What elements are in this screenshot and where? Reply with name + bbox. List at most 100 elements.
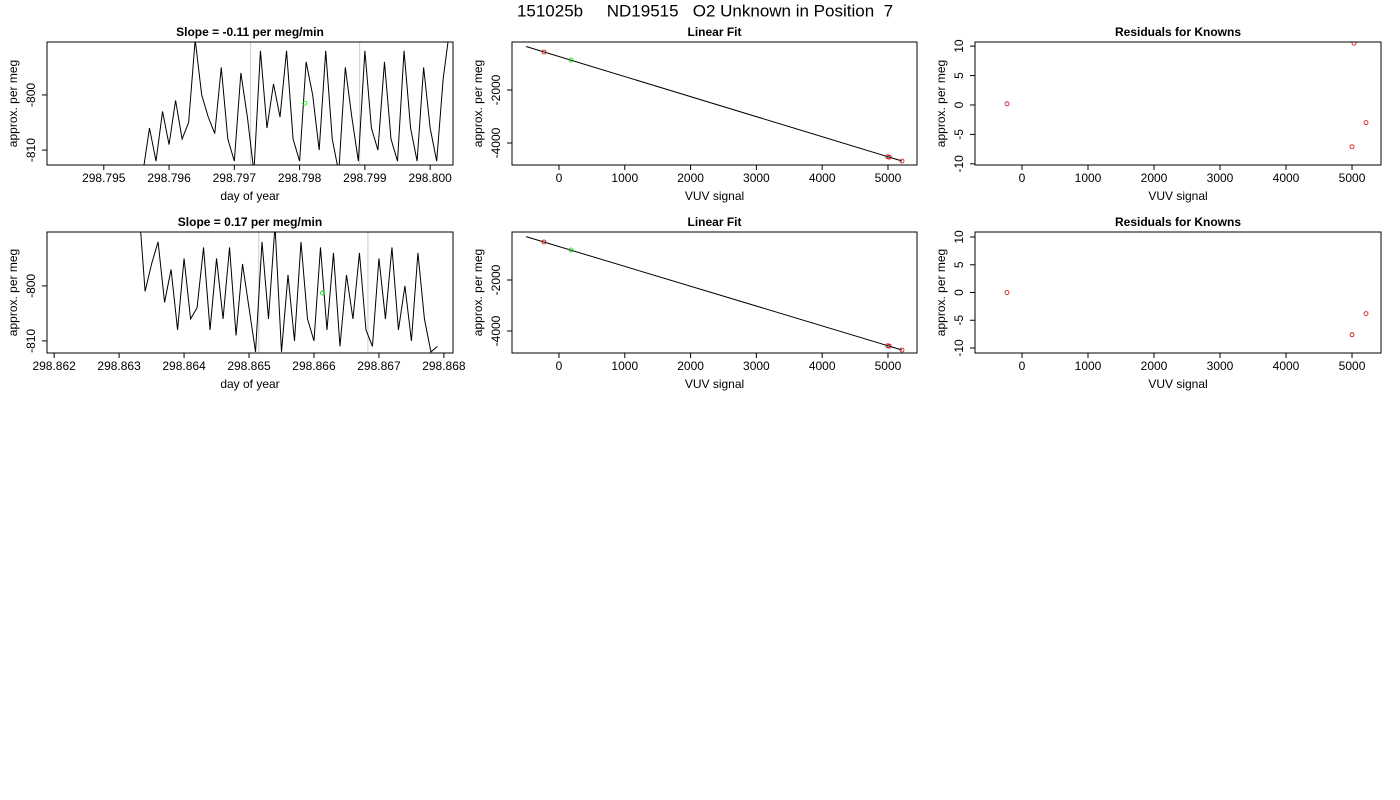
x-tick-label: 5000	[875, 171, 902, 185]
x-tick-label: 298.800	[408, 171, 452, 185]
panel-title: Residuals for Knowns	[1115, 25, 1241, 39]
y-tick-label: -810	[24, 329, 38, 353]
y-axis-label: approx. per meg	[934, 60, 948, 147]
y-tick-label: 5	[952, 261, 966, 268]
plot-area	[143, 42, 449, 165]
point	[541, 49, 547, 55]
x-axis-label: day of year	[220, 189, 279, 203]
panel: Slope = 0.17 per meg/min day of year appro…	[6, 215, 466, 391]
panel-title: Linear Fit	[687, 25, 741, 39]
plot-frame	[974, 231, 1382, 354]
point	[899, 158, 905, 164]
y-axis-label: approx. per meg	[934, 249, 948, 336]
x-tick-label: 0	[1019, 171, 1026, 185]
y-axis-label: approx. per meg	[6, 60, 20, 147]
y-axis-label: approx. per meg	[6, 249, 20, 336]
x-tick-label: 5000	[1339, 171, 1366, 185]
line	[525, 46, 903, 162]
x-tick-label: 2000	[677, 171, 704, 185]
y-tick-label: -800	[24, 274, 38, 298]
plot-area	[1004, 290, 1369, 338]
point	[302, 100, 308, 106]
x-tick-label: 5000	[1339, 359, 1366, 373]
y-tick-label: 10	[952, 230, 966, 244]
plot-frame	[511, 231, 918, 354]
line	[143, 42, 449, 165]
y-tick-label: 10	[952, 39, 966, 53]
plot-area	[140, 232, 438, 353]
y-tick-label: -4000	[489, 127, 503, 158]
x-tick-label: 1000	[611, 171, 638, 185]
y-tick-label: -2000	[489, 264, 503, 295]
x-tick-label: 3000	[743, 171, 770, 185]
y-axis-label: approx. per meg	[471, 249, 485, 336]
point	[1363, 311, 1369, 316]
x-axis-label: day of year	[220, 377, 279, 391]
y-tick-label: -5	[952, 315, 966, 326]
x-tick-label: 1000	[611, 359, 638, 373]
y-tick-label: -810	[24, 138, 38, 162]
y-tick-label: -5	[952, 129, 966, 140]
panel-title: Linear Fit	[687, 215, 741, 229]
x-tick-label: 298.866	[292, 359, 336, 373]
point	[1351, 42, 1357, 46]
y-axis-label: approx. per meg	[471, 60, 485, 147]
x-tick-label: 4000	[1273, 171, 1300, 185]
x-tick-label: 0	[556, 171, 563, 185]
plot-frame	[511, 41, 918, 166]
x-axis-label: VUV signal	[1148, 189, 1207, 203]
point	[1349, 332, 1355, 338]
point	[568, 57, 574, 63]
point	[1004, 290, 1010, 295]
x-tick-label: 298.868	[422, 359, 466, 373]
point	[320, 290, 325, 296]
x-tick-label: 1000	[1075, 171, 1102, 185]
panel: Residuals for Knowns VUV signal approx. pe…	[934, 25, 1382, 203]
point	[1363, 120, 1369, 126]
y-tick-label: -2000	[489, 74, 503, 105]
panel: Slope = -0.11 per meg/min day of year appr…	[6, 25, 454, 203]
point	[1004, 101, 1010, 107]
plot-area	[525, 236, 905, 353]
x-tick-label: 5000	[875, 359, 902, 373]
x-tick-label: 3000	[743, 359, 770, 373]
x-tick-label: 0	[1019, 359, 1026, 373]
plot-area	[525, 46, 905, 164]
x-tick-label: 298.797	[213, 171, 257, 185]
x-tick-label: 4000	[1273, 359, 1300, 373]
x-axis-label: VUV signal	[685, 377, 744, 391]
x-tick-label: 298.798	[278, 171, 322, 185]
panel-title: Slope = 0.17 per meg/min	[178, 215, 322, 229]
panel-title: Residuals for Knowns	[1115, 215, 1241, 229]
panel: Linear Fit VUV signal approx. per meg 0 1000…	[471, 25, 918, 203]
line	[140, 232, 438, 353]
x-tick-label: 3000	[1207, 171, 1234, 185]
x-tick-label: 2000	[1141, 171, 1168, 185]
x-tick-label: 0	[556, 359, 563, 373]
y-tick-label: 5	[952, 72, 966, 79]
point	[886, 343, 892, 349]
line	[525, 236, 903, 351]
y-tick-label: -10	[952, 339, 966, 357]
point	[886, 154, 892, 160]
x-tick-label: 298.867	[357, 359, 401, 373]
x-tick-label: 298.865	[227, 359, 271, 373]
y-tick-label: -800	[24, 83, 38, 107]
point	[541, 239, 547, 245]
x-tick-label: 2000	[677, 359, 704, 373]
panel: Residuals for Knowns VUV signal approx. pe…	[934, 215, 1382, 391]
y-tick-label: 0	[952, 101, 966, 108]
plot-frame	[46, 231, 454, 354]
y-tick-label: -4000	[489, 315, 503, 346]
x-tick-label: 298.795	[82, 171, 126, 185]
plot-frame	[974, 41, 1382, 166]
x-tick-label: 298.863	[97, 359, 141, 373]
y-tick-label: 0	[952, 289, 966, 296]
x-axis-label: VUV signal	[1148, 377, 1207, 391]
x-tick-label: 3000	[1207, 359, 1234, 373]
panel: Linear Fit VUV signal approx. per meg 0 1000…	[471, 215, 918, 391]
figure-title: 151025b ND19515 O2 Unknown in Position 7	[517, 1, 893, 20]
point	[899, 347, 905, 353]
x-tick-label: 298.799	[343, 171, 387, 185]
